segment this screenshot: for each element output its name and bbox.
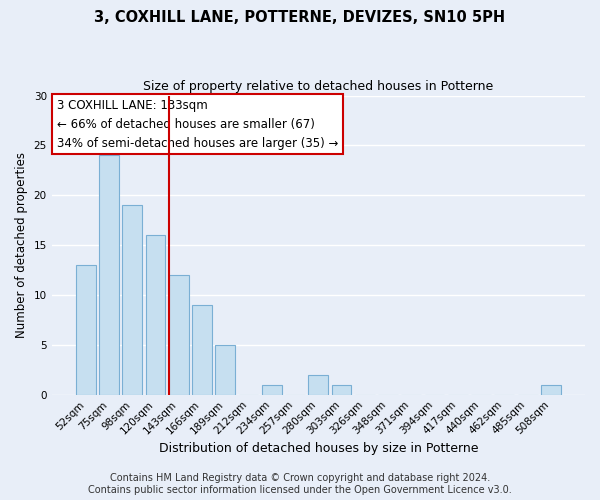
Y-axis label: Number of detached properties: Number of detached properties — [15, 152, 28, 338]
Text: 3 COXHILL LANE: 133sqm
← 66% of detached houses are smaller (67)
34% of semi-det: 3 COXHILL LANE: 133sqm ← 66% of detached… — [57, 98, 338, 150]
Bar — [262, 385, 282, 394]
Bar — [146, 235, 166, 394]
Text: Contains HM Land Registry data © Crown copyright and database right 2024.
Contai: Contains HM Land Registry data © Crown c… — [88, 474, 512, 495]
Bar — [169, 275, 188, 394]
Title: Size of property relative to detached houses in Potterne: Size of property relative to detached ho… — [143, 80, 493, 93]
Bar — [122, 206, 142, 394]
Bar — [541, 385, 561, 394]
Bar — [215, 345, 235, 395]
Bar — [308, 375, 328, 394]
Text: 3, COXHILL LANE, POTTERNE, DEVIZES, SN10 5PH: 3, COXHILL LANE, POTTERNE, DEVIZES, SN10… — [94, 10, 506, 25]
Bar — [332, 385, 352, 394]
Bar — [76, 265, 95, 394]
X-axis label: Distribution of detached houses by size in Potterne: Distribution of detached houses by size … — [158, 442, 478, 455]
Bar — [99, 156, 119, 394]
Bar — [192, 305, 212, 394]
